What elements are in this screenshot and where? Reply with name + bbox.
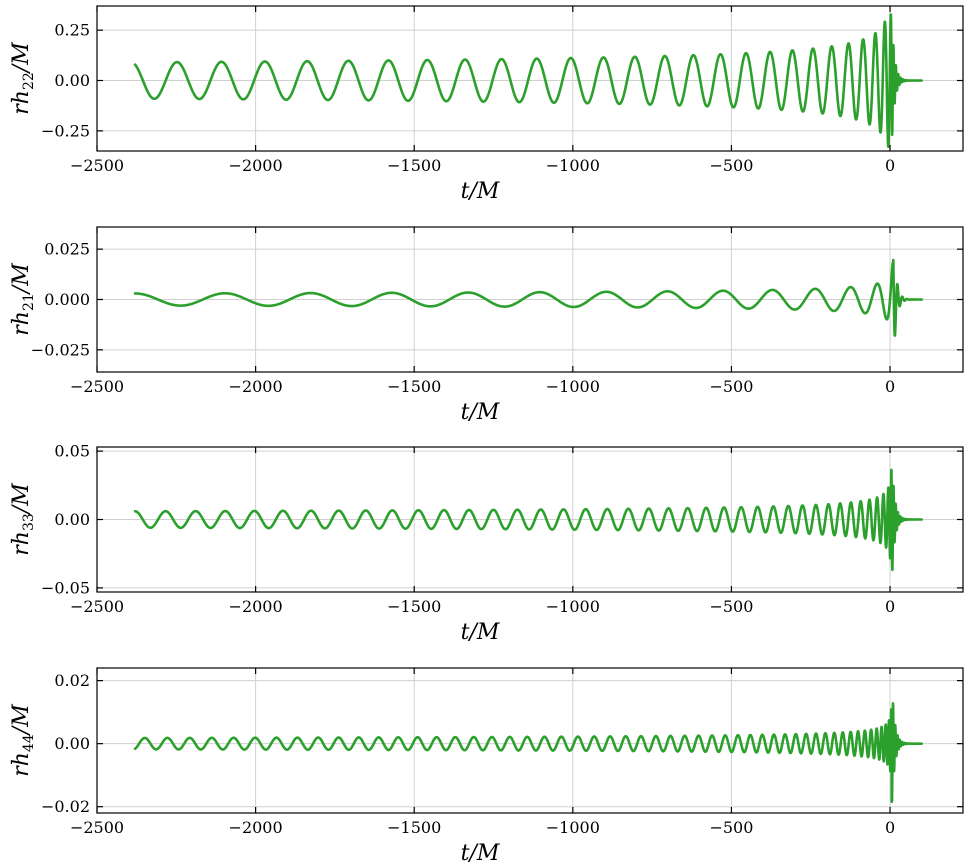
x-tick-label: −1500 [387, 156, 441, 175]
panel-h22: −2500 −2000 −1500 −1000 −500 0 −0.25 0.00 0.25 t/… [9, 5, 964, 204]
y-tick-label: −0.25 [41, 121, 90, 140]
waveform-line [133, 258, 923, 337]
x-tick-label: 0 [885, 818, 895, 837]
x-tick-label: −2000 [229, 597, 283, 616]
x-tick-label: −1500 [387, 377, 441, 396]
x-axis-label: t/M [461, 841, 500, 866]
x-tick-label: −2000 [229, 377, 283, 396]
x-tick-label: −1000 [546, 377, 600, 396]
x-tick-label: −1500 [387, 818, 441, 837]
x-tick-label: −500 [709, 818, 753, 837]
x-tick-label: −1000 [546, 818, 600, 837]
waveform-line [133, 702, 923, 804]
waveform-line [133, 468, 923, 572]
plot-frame [96, 667, 964, 814]
x-axis-label: t/M [461, 400, 500, 425]
x-tick-label: −500 [709, 156, 753, 175]
y-tick-label: 0.25 [54, 21, 90, 40]
plot-frame [96, 5, 964, 152]
y-axis-label: rh33/M [9, 483, 37, 556]
y-tick-label: 0.025 [44, 240, 90, 259]
y-axis-label: rh21/M [9, 263, 37, 336]
waveform-line [133, 13, 923, 149]
x-tick-label: −2000 [229, 156, 283, 175]
x-tick-label: 0 [885, 377, 895, 396]
x-tick-label: −500 [709, 377, 753, 396]
x-tick-label: −1000 [546, 597, 600, 616]
x-tick-label: −2000 [229, 818, 283, 837]
x-tick-label: −2500 [70, 597, 124, 616]
y-axis-label: rh44/M [9, 704, 37, 777]
y-tick-label: −0.05 [41, 578, 90, 597]
y-tick-label: 0.00 [54, 71, 90, 90]
x-tick-label: −1500 [387, 597, 441, 616]
y-tick-label: 0.00 [54, 510, 90, 529]
x-tick-label: −2500 [70, 156, 124, 175]
y-axis-label: rh22/M [9, 42, 37, 115]
y-tick-label: 0.02 [54, 671, 90, 690]
x-tick-label: −1000 [546, 156, 600, 175]
x-axis-label: t/M [461, 620, 500, 645]
y-tick-label: 0.05 [54, 442, 90, 461]
y-tick-label: 0.00 [54, 734, 90, 753]
x-axis-label: t/M [461, 179, 500, 204]
y-tick-label: 0.000 [44, 290, 90, 309]
x-tick-label: 0 [885, 156, 895, 175]
panel-h33: −2500 −2000 −1500 −1000 −500 0 −0.05 0.00 0.05 t/… [9, 442, 964, 645]
y-tick-label: −0.02 [41, 797, 90, 816]
panel-h44: −2500 −2000 −1500 −1000 −500 0 −0.02 0.00 0.02 t/… [9, 667, 964, 866]
panel-h21: −2500 −2000 −1500 −1000 −500 0 −0.025 0.000 0.02… [9, 226, 964, 425]
x-tick-label: −2500 [70, 377, 124, 396]
x-tick-label: −2500 [70, 818, 124, 837]
x-tick-label: −500 [709, 597, 753, 616]
x-tick-label: 0 [885, 597, 895, 616]
y-tick-label: −0.025 [31, 340, 90, 359]
